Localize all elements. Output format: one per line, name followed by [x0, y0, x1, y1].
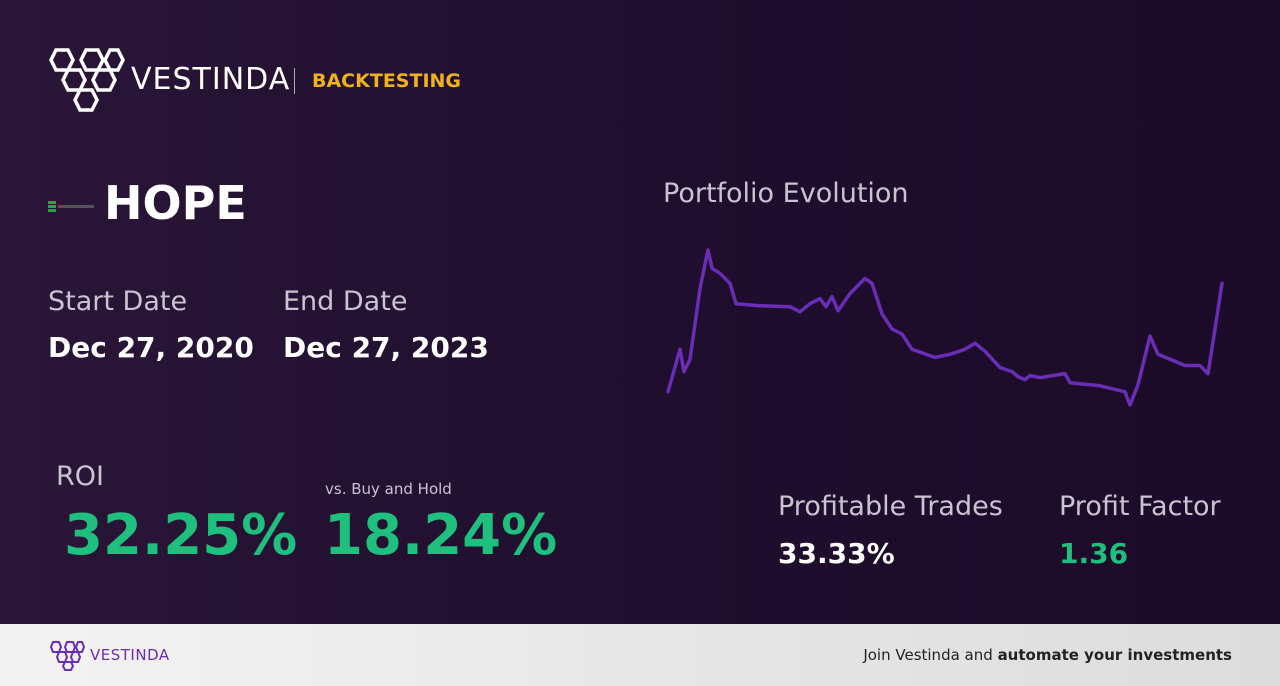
footer-brand: VESTINDA: [90, 646, 170, 664]
brand: VESTINDA: [131, 62, 291, 97]
portfolio-line: [666, 248, 1224, 407]
chart: [666, 248, 1224, 407]
chart-title: Portfolio Evolution: [663, 178, 909, 209]
factor-value: 1.36: [1059, 537, 1129, 570]
vs-label: vs. Buy and Hold: [325, 480, 452, 498]
footer-logo: [49, 641, 86, 671]
start-date: Dec 27, 2020: [48, 331, 254, 364]
footer-bold: automate your investments: [997, 646, 1232, 664]
footer-cta: Join Vestinda and automate your investme…: [863, 646, 1232, 664]
roi-label: ROI: [56, 461, 104, 492]
end-label: End Date: [283, 286, 408, 317]
end-date: Dec 27, 2023: [283, 331, 489, 364]
divider: [294, 68, 295, 94]
roi-value: 32.25%: [64, 503, 298, 568]
ticker: HOPE: [104, 176, 247, 230]
footer-text: Join Vestinda and: [863, 646, 993, 664]
factor-label: Profit Factor: [1059, 491, 1221, 522]
vs-value: 18.24%: [324, 503, 558, 568]
logo: [49, 48, 125, 112]
ticker-logo: [48, 201, 94, 212]
profitable-label: Profitable Trades: [778, 491, 1003, 522]
profitable-value: 33.33%: [778, 537, 895, 570]
start-label: Start Date: [48, 286, 188, 317]
footer: VESTINDA Join Vestinda and automate your…: [0, 624, 1280, 686]
section: BACKTESTING: [312, 70, 462, 92]
